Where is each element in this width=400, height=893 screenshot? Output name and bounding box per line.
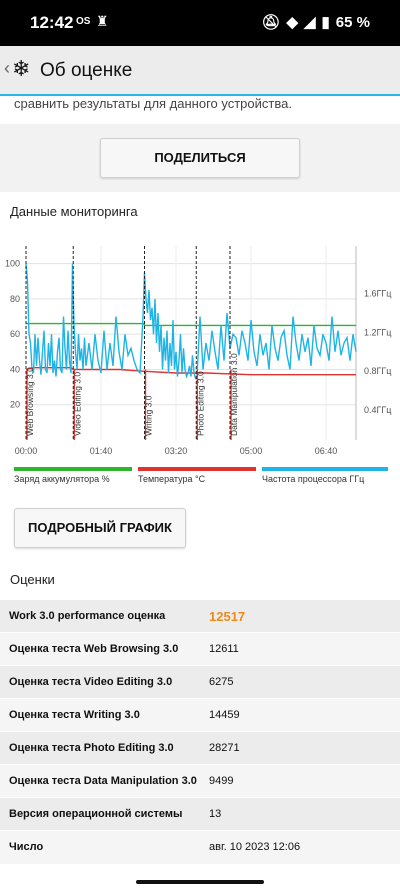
y-left-tick-label: 80 <box>10 294 20 304</box>
table-row: Оценка теста Photo Editing 3.0 28271 <box>0 731 400 765</box>
y-left-tick-label: 100 <box>5 259 20 269</box>
intro-text-block: сравнить результаты для данного устройст… <box>0 96 400 124</box>
wifi-icon: ◆ <box>286 14 298 31</box>
legend-temperature: Температура °C <box>138 467 256 487</box>
scores-title: Оценки <box>10 572 55 587</box>
score-key: Оценка теста Writing 3.0 <box>0 698 200 732</box>
legend-cpu: Частота процессора ГГц <box>262 467 388 487</box>
status-bar: 12:42 OS ♜ 🔕︎ ◆ ◢ ▮ 65 % <box>0 0 400 46</box>
x-tick-label: 06:40 <box>315 446 338 456</box>
status-icons: 🔕︎ ◆ ◢ ▮ 65 % <box>261 13 370 32</box>
keyhole-icon: ♜ <box>96 13 109 29</box>
table-row: Оценка теста Video Editing 3.0 6275 <box>0 665 400 699</box>
x-tick-label: 01:40 <box>90 446 113 456</box>
score-value: 14459 <box>200 698 400 732</box>
mute-bell-icon: 🔕︎ <box>261 14 281 31</box>
score-value: 13 <box>200 797 400 831</box>
score-value: 6275 <box>200 665 400 699</box>
series-line-0 <box>26 322 356 327</box>
phase-label: Video Editing 3.0 <box>72 372 82 436</box>
phase-label: Data Manipulation 3.0 <box>229 353 239 436</box>
monitoring-title: Данные мониторинга <box>10 204 138 219</box>
legend-battery-swatch <box>14 467 132 471</box>
y-left-tick-label: 40 <box>10 364 20 374</box>
signal-icon: ◢ <box>303 14 316 31</box>
score-key: Версия операционной системы <box>0 797 200 831</box>
y-left-tick-label: 20 <box>10 400 20 410</box>
table-row: Число авг. 10 2023 12:06 <box>0 830 400 864</box>
snowflake-logo-icon: ❄ <box>12 56 31 81</box>
battery-percent: 65 % <box>335 13 370 31</box>
app-bar: ‹ ❄ Об оценке <box>0 46 400 96</box>
back-chevron-icon[interactable]: ‹ <box>4 58 10 78</box>
score-key: Оценка теста Web Browsing 3.0 <box>0 632 200 666</box>
x-tick-label: 03:20 <box>165 446 188 456</box>
series-line-2 <box>25 263 357 380</box>
score-value: 12611 <box>200 632 400 666</box>
monitoring-card: Данные мониторинга 20 40 60 80 100 0.4ГГц 0.8Г… <box>0 192 400 893</box>
y-right-tick-label: 1.6ГГц <box>364 289 391 299</box>
scores-table: Work 3.0 performance оценка 12517 Оценка … <box>0 599 400 864</box>
page-title: Об оценке <box>40 60 133 81</box>
share-button[interactable]: ПОДЕЛИТЬСЯ <box>100 138 300 178</box>
score-value: 12517 <box>200 599 400 633</box>
legend-cpu-label: Частота процессора ГГц <box>262 474 365 484</box>
phase-label: Photo Editing 3.0 <box>195 371 205 436</box>
legend-battery: Заряд аккумулятора % <box>14 467 132 487</box>
legend-temperature-label: Температура °C <box>138 474 206 484</box>
score-value: 9499 <box>200 764 400 798</box>
table-row: Work 3.0 performance оценка 12517 <box>0 599 400 633</box>
y-right-tick-label: 0.4ГГц <box>364 405 391 415</box>
os-badge: OS <box>76 16 91 27</box>
legend-temperature-swatch <box>138 467 256 471</box>
status-time: 12:42 <box>30 13 74 32</box>
table-row: Оценка теста Writing 3.0 14459 <box>0 698 400 732</box>
phase-label: Writing 3.0 <box>144 395 154 436</box>
table-row: Версия операционной системы 13 <box>0 797 400 831</box>
x-tick-label: 05:00 <box>240 446 263 456</box>
table-row: Оценка теста Data Manipulation 3.0 9499 <box>0 764 400 798</box>
score-key: Оценка теста Photo Editing 3.0 <box>0 731 200 765</box>
monitoring-chart: 20 40 60 80 100 0.4ГГц 0.8ГГц 1.2ГГц 1.6ГГц 00:00… <box>0 232 400 464</box>
score-value: авг. 10 2023 12:06 <box>200 830 400 864</box>
score-key: Число <box>0 830 200 864</box>
score-key: Оценка теста Data Manipulation 3.0 <box>0 764 200 798</box>
intro-text: сравнить результаты для данного устройст… <box>14 96 292 111</box>
score-value: 28271 <box>200 731 400 765</box>
battery-icon: ▮ <box>321 14 330 31</box>
gesture-nav-handle[interactable] <box>136 880 264 884</box>
detailed-chart-button[interactable]: ПОДРОБНЫЙ ГРАФИК <box>14 508 186 548</box>
monitoring-chart-svg: 20 40 60 80 100 0.4ГГц 0.8ГГц 1.2ГГц 1.6ГГц 00:00… <box>5 246 391 456</box>
legend-cpu-swatch <box>262 467 388 471</box>
phase-label: Web Browsing 3.0 <box>25 367 35 436</box>
score-key: Work 3.0 performance оценка <box>0 599 200 633</box>
y-right-tick-label: 1.2ГГц <box>364 327 391 337</box>
x-tick-label: 00:00 <box>15 446 38 456</box>
y-left-tick-label: 60 <box>10 329 20 339</box>
table-row: Оценка теста Web Browsing 3.0 12611 <box>0 632 400 666</box>
legend-battery-label: Заряд аккумулятора % <box>14 474 110 484</box>
score-key: Оценка теста Video Editing 3.0 <box>0 665 200 699</box>
y-right-tick-label: 0.8ГГц <box>364 366 391 376</box>
